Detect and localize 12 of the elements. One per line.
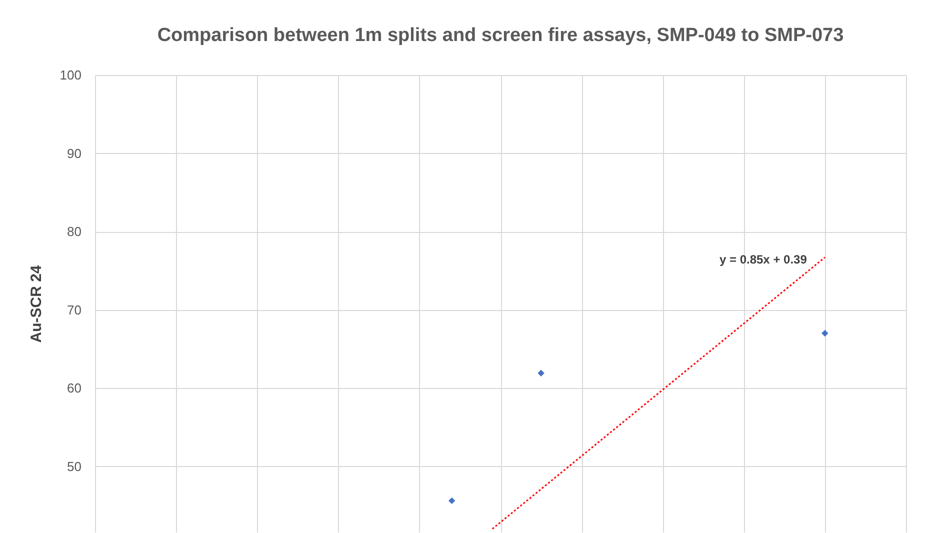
y-tick-label: 90 [67,146,82,161]
y-tick-label: 50 [67,458,82,474]
chart-title: Comparison between 1m splits and screen fire assays, SMP-049 to SMP-073 [157,25,844,46]
annotation: y = 0.85x + 0.39 [719,252,808,266]
point [538,370,544,376]
y-tick-label: 60 [67,380,82,396]
point [448,497,456,504]
y-tick-label: 100 [60,68,82,82]
y-tick-label: 70 [67,302,82,318]
y-axis-title: Au-SCR 24 [28,264,45,343]
y-tick-label: 80 [67,224,82,240]
point [822,330,828,337]
